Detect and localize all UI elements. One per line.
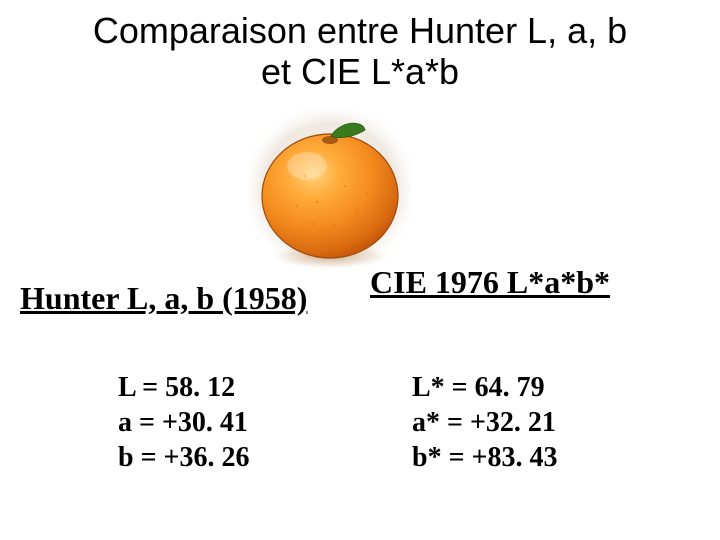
cie-L: L* = 64. 79 (412, 370, 557, 405)
hunter-heading: Hunter L, a, b (1958) (20, 280, 307, 317)
cie-values: L* = 64. 79 a* = +32. 21 b* = +83. 43 (412, 370, 557, 475)
hunter-values: L = 58. 12 a = +30. 41 b = +36. 26 (118, 370, 249, 475)
orange-icon (245, 106, 415, 272)
hunter-a: a = +30. 41 (118, 405, 249, 440)
cie-a: a* = +32. 21 (412, 405, 557, 440)
page-title: Comparaison entre Hunter L, a, b et CIE … (0, 10, 720, 93)
hunter-b: b = +36. 26 (118, 440, 249, 475)
title-line-2: et CIE L*a*b (261, 51, 459, 92)
cie-b: b* = +83. 43 (412, 440, 557, 475)
title-line-1: Comparaison entre Hunter L, a, b (93, 10, 627, 51)
cie-heading: CIE 1976 L*a*b* (370, 264, 610, 301)
hunter-L: L = 58. 12 (118, 370, 249, 405)
orange-image (245, 106, 415, 272)
